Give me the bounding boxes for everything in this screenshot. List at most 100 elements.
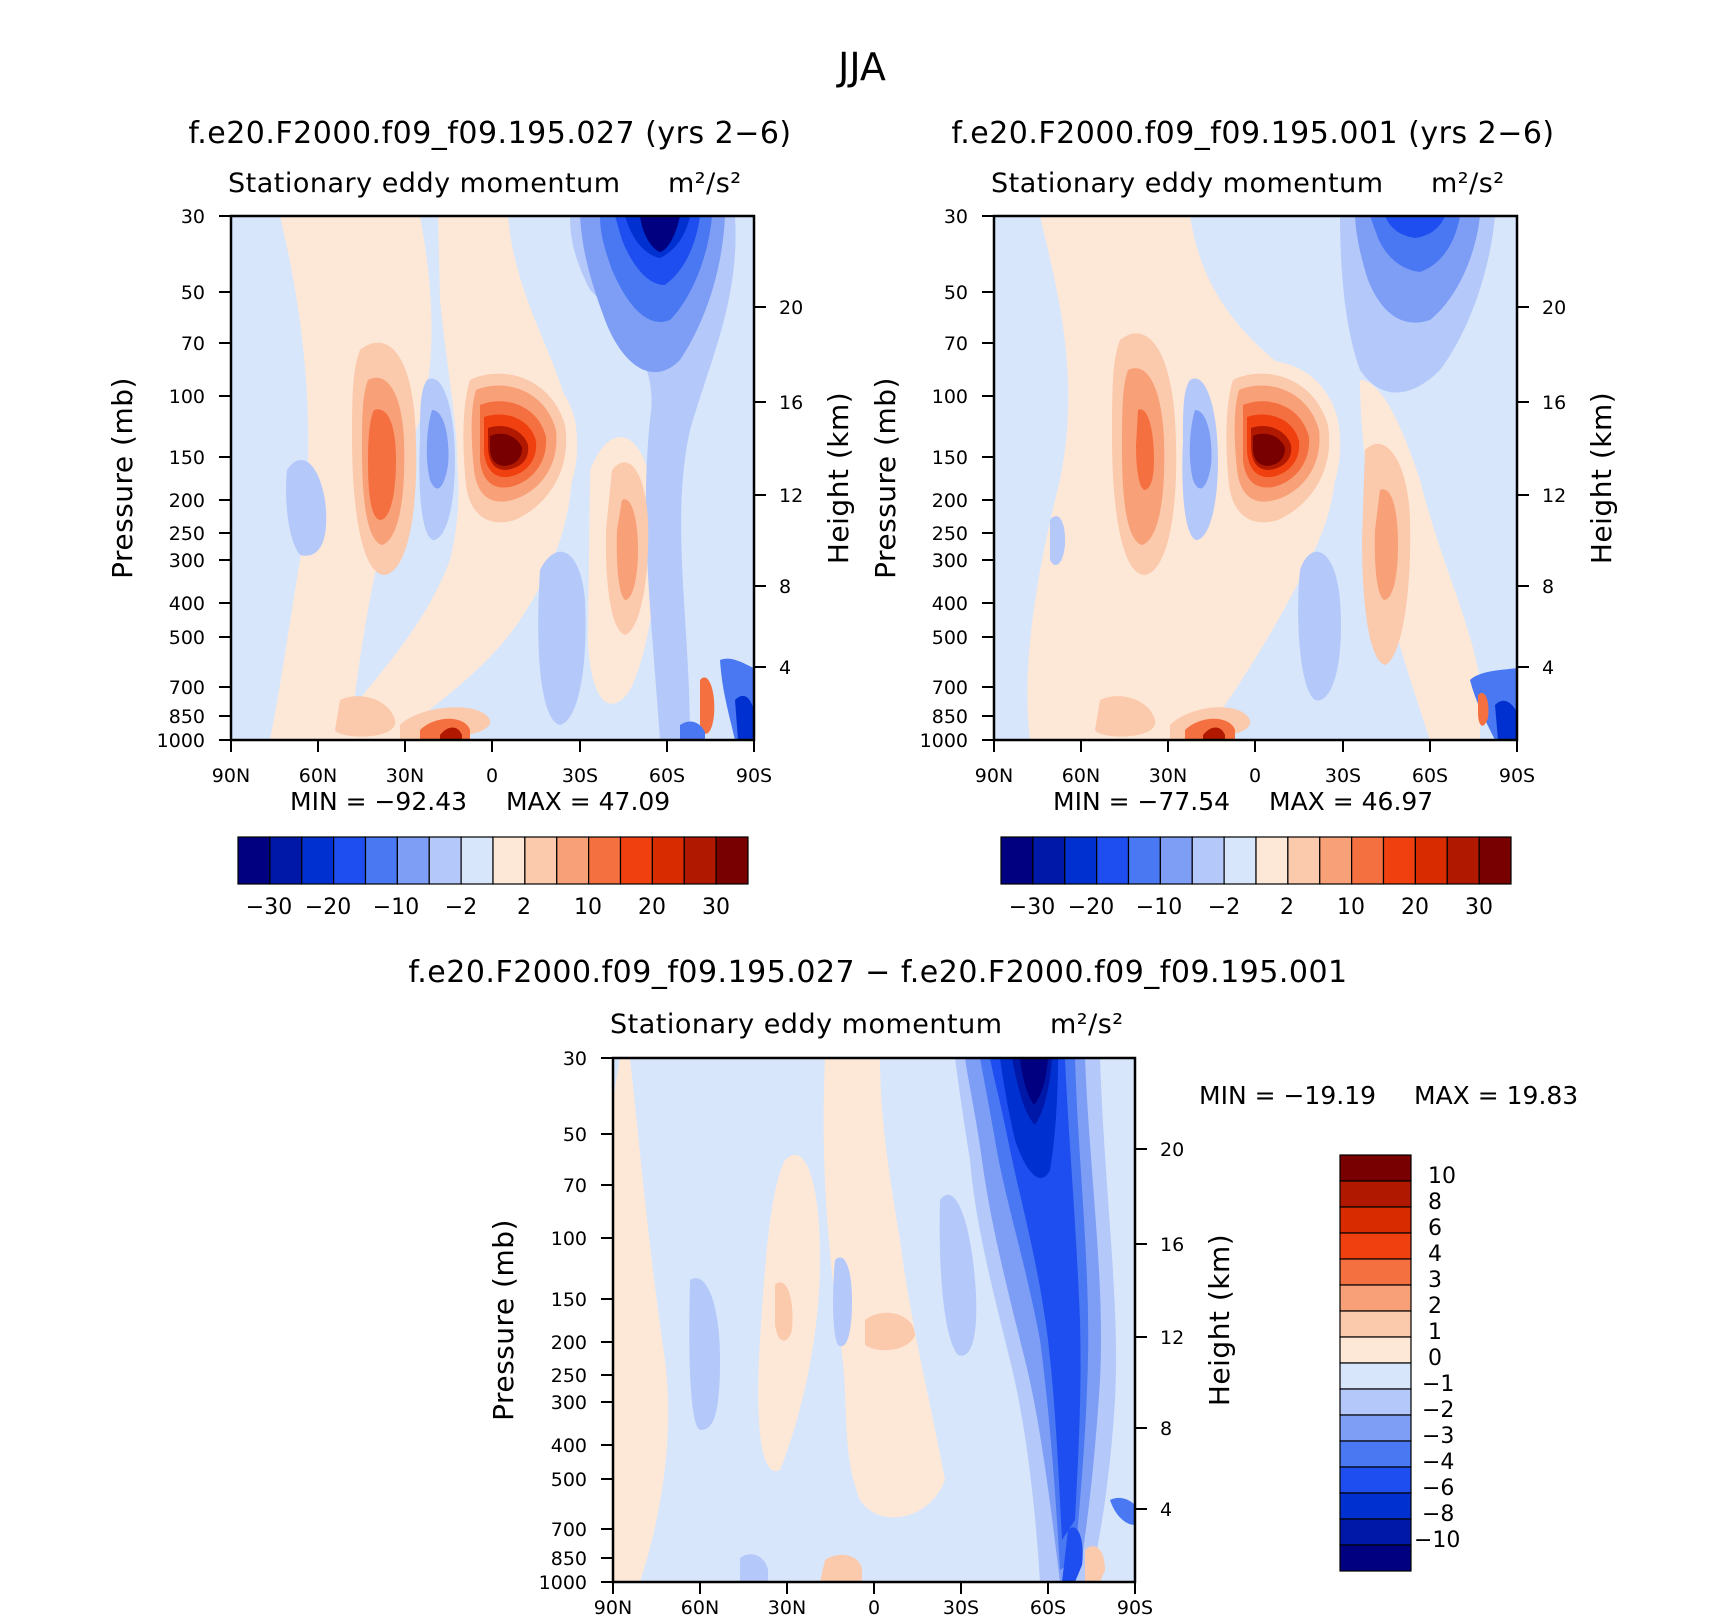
colorbar-swatch [588,836,622,885]
contour-fill [286,460,327,556]
left-y-labels: 30 50 70 100 150 200 250 300 400 500 700… [157,206,205,752]
left-height-labels: 4 8 12 16 20 [779,297,803,679]
colorbar-label: 10 [1337,895,1365,920]
y-axis-label-right: Height (km) [1585,392,1618,564]
height-tick-label: 12 [1542,485,1566,507]
colorbar-swatch [364,836,398,885]
diff-height-labels: 4 8 12 16 20 [1160,1139,1184,1521]
x-tick-label: 30N [1149,765,1187,787]
diff-y-labels: 30 50 70 100 150 200 250 300 400 500 700… [539,1048,587,1594]
y-tick-label: 100 [551,1228,587,1250]
min-label: MIN = −19.19 [1199,1081,1376,1110]
right-x-ticks [993,740,1518,752]
y-tick-label: 300 [932,550,968,572]
contour-fill [368,409,396,520]
x-tick-label: 60N [1062,765,1100,787]
colorbar-label: −30 [1009,895,1055,920]
y-tick-label: 250 [169,523,205,545]
colorbar-swatch [619,836,653,885]
x-tick-label: 90N [594,1597,632,1617]
y-tick-label: 50 [944,282,968,304]
colorbar-label: 30 [1465,895,1493,920]
contour-fill [335,696,396,737]
contour-fill [735,695,754,740]
y-tick-label: 50 [181,282,205,304]
left-x-labels: 90N 60N 30N 0 30S 60S 90S [212,765,772,787]
contour-fill [1050,516,1066,565]
height-tick-label: 4 [779,657,791,679]
height-tick-label: 8 [779,576,791,598]
y-tick-label: 500 [551,1469,587,1491]
contour-fill [820,1554,862,1582]
x-tick-label: 30N [768,1597,806,1617]
colorbar-swatch [269,836,303,885]
y-tick-label: 400 [551,1435,587,1457]
x-tick-label: 90S [736,765,772,787]
left-y-ticks [219,215,231,741]
colorbar-swatch [1446,836,1480,885]
height-tick-label: 20 [1160,1139,1184,1161]
contour-fill [1020,1058,1048,1105]
contour-fill [1136,409,1154,490]
y-tick-label: 150 [932,447,968,469]
y-axis-label: Pressure (mb) [106,377,139,579]
panel-diff: f.e20.F2000.f09_f09.195.027 − f.e20.F200… [408,955,1578,1619]
x-tick-label: 60S [649,765,685,787]
colorbar-swatch [1339,1466,1412,1494]
colorbar-label: −2 [1208,895,1240,920]
colorbar-swatch [1255,836,1289,885]
colorbar-swatch [1339,1232,1412,1260]
y-tick-label: 500 [932,627,968,649]
x-tick-label: 30S [943,1597,979,1617]
contour-fill [616,499,638,600]
y-tick-label: 70 [944,333,968,355]
panel-right-units: m²/s² [1431,168,1505,199]
left-right-ticks [754,306,766,668]
colorbar-swatch [1339,1310,1412,1338]
contour-fill [1253,433,1285,466]
contour-fill [740,1554,768,1582]
colorbar-swatch [1339,1206,1412,1234]
contour-fill [833,1257,852,1347]
colorbar-label: −8 [1422,1502,1454,1527]
contour-fill [613,1058,669,1582]
x-tick-label: 60S [1412,765,1448,787]
colorbar-label: 10 [574,895,602,920]
contour-fill [1189,410,1212,489]
colorbar-diff-labels: 10 8 6 4 3 2 1 0 −1 −2 −3 −4 −6 −8 −10 [1414,1164,1460,1553]
height-tick-label: 4 [1542,657,1554,679]
panel-left-subtitle: Stationary eddy momentum [228,168,621,199]
y-tick-label: 300 [169,550,205,572]
panel-left: f.e20.F2000.f09_f09.195.027 (yrs 2−6) St… [106,116,855,920]
y-tick-label: 70 [181,333,205,355]
y-tick-label: 100 [169,386,205,408]
colorbar-label: −20 [1068,895,1114,920]
colorbar-label: 20 [1401,895,1429,920]
contour-fill [689,1278,720,1430]
height-tick-label: 16 [1160,1234,1184,1256]
contour-fill [700,677,715,734]
y-tick-label: 200 [169,490,205,512]
y-axis-label: Pressure (mb) [487,1219,520,1421]
colorbar-swatch [1287,836,1321,885]
y-tick-label: 200 [551,1332,587,1354]
colorbar-swatch [651,836,685,885]
contour-fill [1374,489,1398,600]
y-tick-label: 850 [932,706,968,728]
height-tick-label: 8 [1542,576,1554,598]
diff-right-ticks [1135,1148,1147,1510]
contour-fill [680,721,705,740]
colorbar-swatch [1096,836,1130,885]
colorbar-label: 30 [702,895,730,920]
colorbar-label: 2 [1428,1294,1442,1319]
x-tick-label: 60N [299,765,337,787]
colorbar-label: 2 [517,895,531,920]
contour-fill [538,551,586,725]
y-tick-label: 700 [932,677,968,699]
colorbar-swatch [492,836,526,885]
y-tick-label: 30 [944,206,968,228]
colorbar-swatch [1339,1154,1412,1182]
right-x-labels: 90N 60N 30N 0 30S 60S 90S [975,765,1535,787]
height-tick-label: 16 [779,392,803,414]
height-tick-label: 12 [1160,1327,1184,1349]
